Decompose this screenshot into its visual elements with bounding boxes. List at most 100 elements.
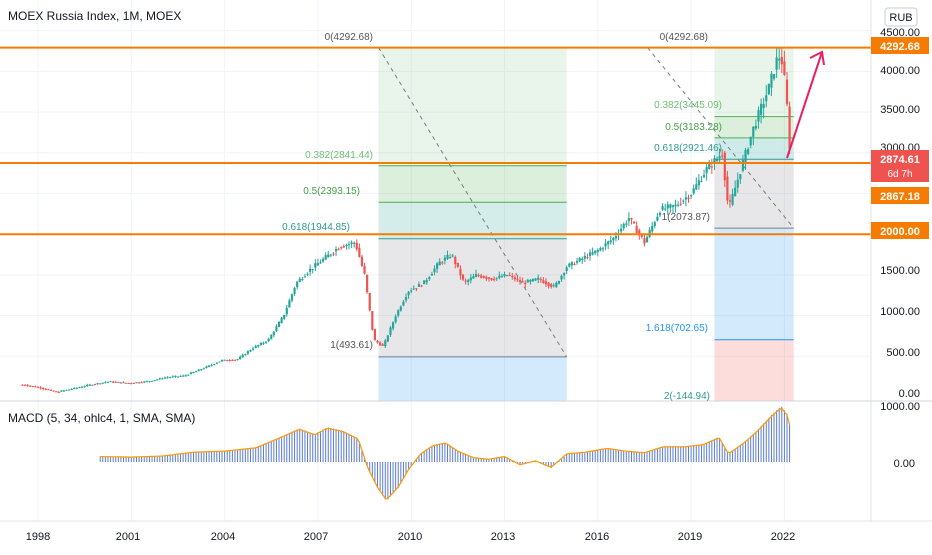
candle-body xyxy=(389,327,392,335)
candle-body xyxy=(542,280,545,284)
candle-body xyxy=(565,267,568,271)
candle-body xyxy=(752,126,755,137)
macd-tick: 1000.00 xyxy=(880,401,920,413)
candle-body xyxy=(658,212,662,216)
price-tick: 0.00 xyxy=(899,388,920,400)
candle-body xyxy=(783,61,786,75)
candle-body xyxy=(397,310,400,316)
candle-body xyxy=(493,278,496,281)
candle-body xyxy=(674,204,677,207)
price-badge-low-text: 2867.18 xyxy=(880,191,920,203)
candle-body xyxy=(575,260,579,263)
candle-body xyxy=(353,242,356,244)
candle-body xyxy=(446,254,449,259)
candle-body xyxy=(366,274,369,293)
candle-body xyxy=(241,354,244,358)
candle-body xyxy=(174,376,177,378)
candle-body xyxy=(505,275,509,277)
candle-body xyxy=(355,242,358,250)
candle-body xyxy=(529,279,532,282)
price-badge-support-text: 2000.00 xyxy=(880,226,920,238)
candle-body xyxy=(573,264,576,266)
currency-button[interactable] xyxy=(884,7,918,27)
candle-body xyxy=(700,180,703,182)
fib-right-label-0618: 0.618(2921.46) xyxy=(654,143,722,154)
fib-left-zone-0382-05 xyxy=(378,165,567,203)
candle-body xyxy=(75,387,78,389)
candle-body xyxy=(754,125,757,129)
candle-body xyxy=(785,79,789,105)
candle-body xyxy=(363,265,366,274)
candle-body xyxy=(744,149,747,163)
candle-body xyxy=(88,384,91,386)
fib-right-label-top: 0(4292.68) xyxy=(660,32,708,43)
candle-body xyxy=(83,386,86,388)
candle-body xyxy=(695,184,698,190)
candle-body xyxy=(182,375,185,377)
candle-body xyxy=(459,268,462,276)
candle-body xyxy=(394,316,397,323)
candle-body xyxy=(596,250,599,252)
price-tick: 4500.00 xyxy=(880,27,920,39)
candle-body xyxy=(223,359,226,361)
candle-body xyxy=(36,386,40,388)
candle-body xyxy=(202,368,205,370)
candle-body xyxy=(762,103,765,109)
candle-body xyxy=(622,223,625,229)
price-badge-current xyxy=(871,150,929,182)
candle-body xyxy=(205,366,208,369)
candle-body xyxy=(578,257,581,262)
fib-right-label-0382: 0.382(3445.09) xyxy=(654,100,722,111)
time-tick: 2010 xyxy=(398,531,422,543)
time-tick: 2022 xyxy=(771,531,795,543)
projection-arrow-line[interactable] xyxy=(786,51,823,159)
candle-body xyxy=(518,280,522,282)
candle-body xyxy=(425,280,428,283)
candle-body xyxy=(679,203,682,205)
candle-body xyxy=(329,254,332,256)
candle-body xyxy=(521,281,524,283)
candle-body xyxy=(197,369,200,372)
candle-body xyxy=(106,381,110,383)
candle-body xyxy=(677,204,680,206)
candle-body xyxy=(309,268,312,272)
candle-body xyxy=(757,110,760,122)
candle-body xyxy=(604,243,607,247)
candle-body xyxy=(772,74,776,79)
fib-right-label-bottom: 1(2073.87) xyxy=(662,212,710,223)
candle-body xyxy=(710,166,713,168)
candle-body xyxy=(368,292,371,311)
candle-body xyxy=(70,388,73,390)
candle-body xyxy=(430,273,434,276)
candle-body xyxy=(239,356,242,360)
candle-body xyxy=(643,238,646,244)
candle-body xyxy=(285,307,288,315)
candle-body xyxy=(534,278,537,281)
candle-body xyxy=(213,364,216,366)
symbol-title[interactable]: MOEX Russia Index, 1M, MOEX xyxy=(8,9,181,23)
candle-body xyxy=(337,249,340,251)
candle-body xyxy=(788,106,791,150)
time-tick: 2004 xyxy=(211,531,235,543)
grid-layer xyxy=(0,0,871,521)
candle-body xyxy=(669,204,672,208)
candle-body xyxy=(127,382,130,384)
candle-body xyxy=(391,322,395,329)
candle-body xyxy=(176,376,180,378)
candle-body xyxy=(42,387,45,390)
candle-body xyxy=(34,386,37,388)
candle-body xyxy=(376,340,379,343)
price-tick: 1500.00 xyxy=(880,265,920,277)
candle-body xyxy=(319,262,322,264)
candle-body xyxy=(150,380,154,382)
candle-body xyxy=(526,279,529,283)
candle-body xyxy=(581,258,584,260)
currency-label: RUB xyxy=(889,12,912,24)
candle-body xyxy=(122,382,125,384)
fib-right-label-2: 2(-144.94) xyxy=(664,391,710,402)
candle-body xyxy=(436,263,439,269)
candle-body xyxy=(736,179,739,188)
macd-title[interactable]: MACD (5, 34, ohlc4, 1, SMA, SMA) xyxy=(8,411,195,425)
